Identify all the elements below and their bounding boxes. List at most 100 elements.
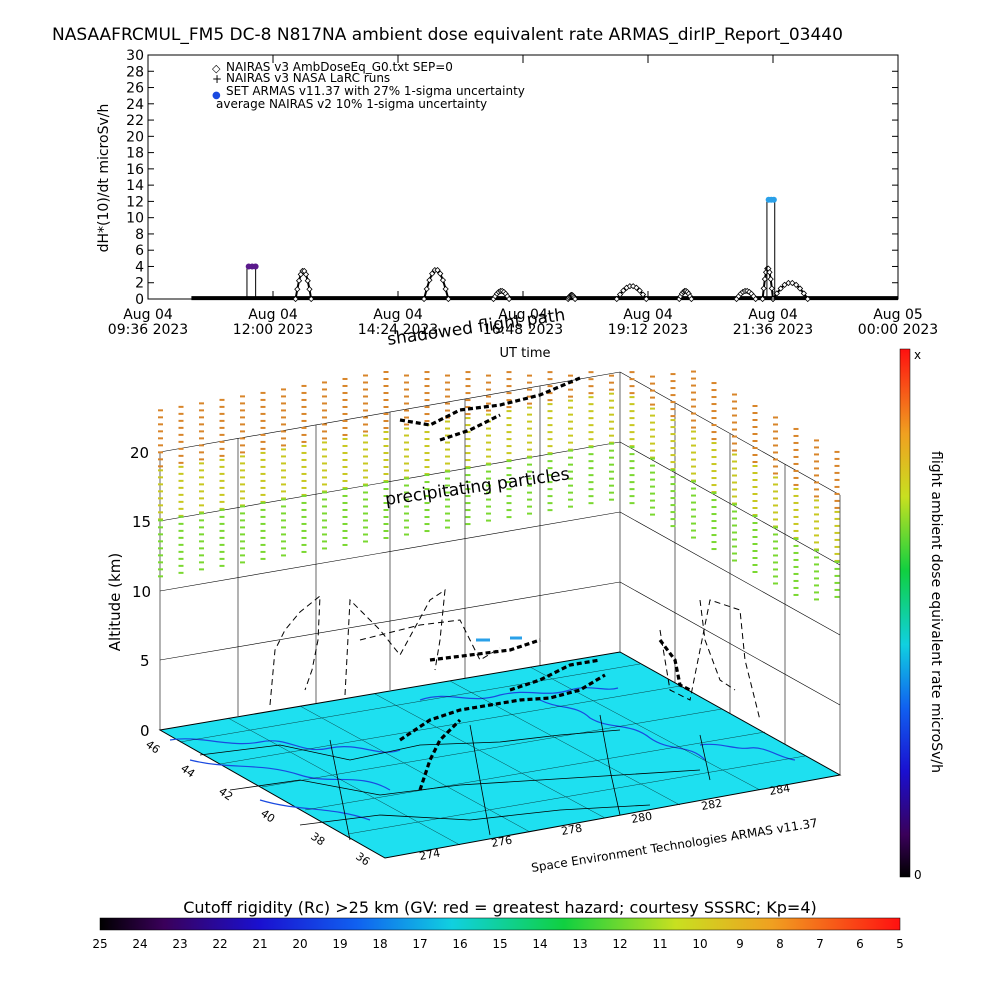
- nairas-diamond-marker: [781, 281, 788, 289]
- land-borders: [199, 714, 711, 841]
- nairas-diamond-marker: [505, 295, 513, 303]
- colorbar-ticks: 25 24 23 22 21 20 19 18 17 16 15 14 13 12 11 10 9 8 7 6 5: [92, 937, 903, 951]
- colorbar-tick-label: 19: [332, 937, 347, 951]
- nairas-diamond-marker: [434, 267, 441, 274]
- nairas-diamond-marker: [804, 295, 811, 303]
- colorbar-tick-label: 9: [736, 937, 744, 951]
- nairas-diamond-marker: [420, 295, 428, 303]
- altitude-tick: 20: [130, 444, 149, 462]
- nairas-diamond-marker: [306, 286, 313, 293]
- ground-grid: [179, 663, 806, 846]
- colorbar-tick-label: 10: [692, 937, 707, 951]
- x-tick-label: 16:48 2023: [483, 322, 563, 338]
- coastlines: [169, 687, 796, 821]
- colorbar-tick-label: 6: [856, 937, 864, 951]
- nairas-diamond-marker: [639, 291, 647, 298]
- x-tick-label: 00:00 2023: [858, 322, 938, 338]
- y-tick-label: 8: [135, 227, 144, 243]
- y-tick-label: 12: [126, 194, 144, 210]
- legend-symbol-nairas-larc: +: [212, 72, 222, 86]
- nairas-diamond-marker: [752, 295, 759, 303]
- back-wall-left: [159, 371, 621, 730]
- nairas-diamond-marker: [295, 277, 303, 284]
- nairas-diamond-marker: [616, 291, 624, 298]
- dose-colorbar-label: flight ambient dose equivalent rate micr…: [928, 451, 944, 773]
- uncertainty-box: [246, 265, 257, 300]
- lon-tick: 276: [490, 834, 513, 850]
- legend-symbol-nairas-v3: ◇: [212, 62, 221, 75]
- lon-tick: 284: [768, 782, 791, 798]
- dose-colorbar-top-label: x: [914, 348, 921, 362]
- lat-tick: 38: [308, 830, 327, 849]
- armas-aloft-marks: [476, 636, 522, 642]
- lat-tick: 44: [178, 762, 197, 781]
- nairas-diamond-marker: [437, 270, 444, 277]
- precipitating-particles-label: precipitating particles: [384, 464, 571, 510]
- lat-tick: 42: [216, 785, 235, 804]
- nairas-diamond-marker: [766, 269, 773, 276]
- lon-tick: 280: [630, 810, 653, 826]
- x-tick-label: Aug 04: [623, 307, 673, 323]
- x-tick-label: Aug 04: [123, 307, 173, 323]
- y-tick-label: 24: [126, 97, 144, 113]
- colorbar-tick-label: 16: [452, 937, 467, 951]
- nairas-diamond-marker: [302, 271, 310, 278]
- armas-point: [770, 196, 777, 203]
- y-tick-label: 10: [126, 211, 144, 227]
- nairas-diamond-marker: [768, 285, 775, 292]
- back-wall-right: [619, 371, 841, 775]
- legend-label-nairas-v3: NAIRAS v3 AmbDoseEq_G0.txt SEP=0: [226, 60, 453, 74]
- nairas-diamond-marker: [292, 295, 299, 303]
- colorbar-tick-label: 12: [612, 937, 627, 951]
- nairas-diamond-marker: [308, 295, 315, 303]
- y-tick-label: 18: [126, 146, 144, 162]
- armas-point: [252, 263, 259, 270]
- nairas-diamond-marker: [760, 285, 767, 292]
- colorbar-tick-label: 18: [372, 937, 387, 951]
- rigidity-colorbar: [99, 917, 901, 931]
- cutoff-rigidity-colorbar: Cutoff rigidity (Rc) >25 km (GV: red = g…: [92, 898, 903, 951]
- lat-tick: 40: [258, 807, 277, 826]
- ground-map: [158, 651, 842, 859]
- x-tick-label: Aug 04: [748, 307, 798, 323]
- x-tick-label: 14:24 2023: [358, 322, 438, 338]
- y-tick-label: 20: [126, 129, 144, 145]
- precipitating-particle-marks: [158, 370, 840, 601]
- nairas-diamond-marker: [789, 279, 796, 287]
- lat-tick: 46: [143, 738, 162, 757]
- y-tick-label: 6: [135, 243, 144, 259]
- lon-tick: 274: [418, 847, 441, 863]
- nairas-diamond-marker: [426, 277, 433, 284]
- colorbar-tick-label: 8: [776, 937, 784, 951]
- colorbar-tick-label: 15: [492, 937, 507, 951]
- nairas-diamond-marker: [777, 285, 784, 292]
- altitude-axis-label: Altitude (km): [106, 553, 124, 651]
- colorbar-tick-label: 7: [816, 937, 824, 951]
- nairas-diamond-marker: [688, 295, 695, 303]
- nairas-diamond-marker: [620, 287, 627, 294]
- nairas-diamond-marker: [800, 290, 807, 297]
- colorbar-tick-label: 11: [652, 937, 667, 951]
- nairas-diamond-marker: [294, 286, 301, 293]
- nairas-diamond-marker: [643, 295, 650, 303]
- longitude-ticks: 274 276 278 280 282 284: [418, 782, 791, 863]
- trajectory-3d-panel: 0 5 10 15 20 Altitude (km) 46 44 42 40 3…: [106, 305, 944, 882]
- dose-colorbar: [899, 348, 911, 878]
- nairas-diamond-marker: [633, 284, 640, 291]
- legend-symbol-armas: ●: [212, 90, 221, 101]
- legend-label-armas: SET ARMAS v11.37 with 27% 1-sigma uncert…: [226, 84, 525, 98]
- x-tick-label: Aug 04: [498, 307, 548, 323]
- colorbar-tick-label: 13: [572, 937, 587, 951]
- x-tick-label: 09:36 2023: [108, 322, 188, 338]
- legend: ◇ NAIRAS v3 AmbDoseEq_G0.txt SEP=0 + NAI…: [212, 60, 525, 111]
- x-tick-label: 21:36 2023: [733, 322, 813, 338]
- colorbar-tick-label: 25: [92, 937, 107, 951]
- y-tick-label: 14: [126, 178, 144, 194]
- y-tick-label: 28: [126, 64, 144, 80]
- flight-track: [399, 376, 691, 791]
- altitude-axis: 0 5 10 15 20: [130, 444, 151, 740]
- y-tick-label: 26: [126, 81, 144, 97]
- data-series: [191, 196, 898, 303]
